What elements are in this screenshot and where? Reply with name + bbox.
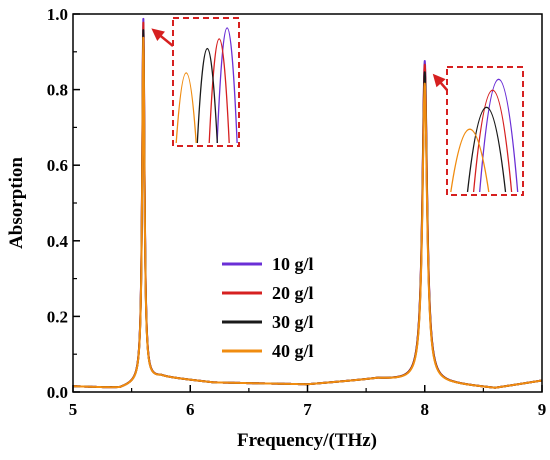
inset-arrow-head [432,73,446,88]
legend-label: 20 g/l [272,283,314,303]
series-line [72,36,543,389]
y-tick-label: 0.6 [47,156,68,175]
inset-frame [446,66,524,196]
legend-label: 10 g/l [272,254,314,274]
y-tick-label: 0.2 [47,307,68,326]
inset-peak-curve [196,48,218,144]
inset-peak-curve [216,27,238,144]
inset-peak-curve [472,89,513,193]
x-tick-label: 7 [303,400,312,419]
inset-peak-curve [466,106,507,193]
x-axis: 5 6 7 8 9 [69,385,547,419]
x-axis-title: Frequency/(THz) [237,430,377,451]
y-tick-label: 0.0 [47,383,68,402]
inset-frame [172,17,240,147]
inset-peak-curve [208,38,230,144]
x-tick-label: 9 [538,400,547,419]
x-tick-label: 6 [186,400,195,419]
y-axis-title: Absorption [6,157,27,249]
inset-arrow-head [151,28,165,42]
legend: 10 g/l 20 g/l 30 g/l 40 g/l [222,254,314,361]
x-tick-label: 8 [421,400,430,419]
inset-arrow [158,33,174,47]
inset-peak-curve [175,72,197,144]
legend-label: 30 g/l [272,312,314,332]
y-axis: 0.0 0.2 0.4 0.6 0.8 1.0 [47,5,80,402]
inset-peak-curve [479,78,519,193]
series-layer [72,17,543,389]
legend-label: 40 g/l [272,341,314,361]
y-tick-label: 0.4 [47,232,69,251]
inset-layer [151,17,524,196]
y-tick-label: 1.0 [47,5,68,24]
inset-peak-curve [450,128,490,193]
y-tick-label: 0.8 [47,81,68,100]
x-tick-label: 5 [69,400,78,419]
